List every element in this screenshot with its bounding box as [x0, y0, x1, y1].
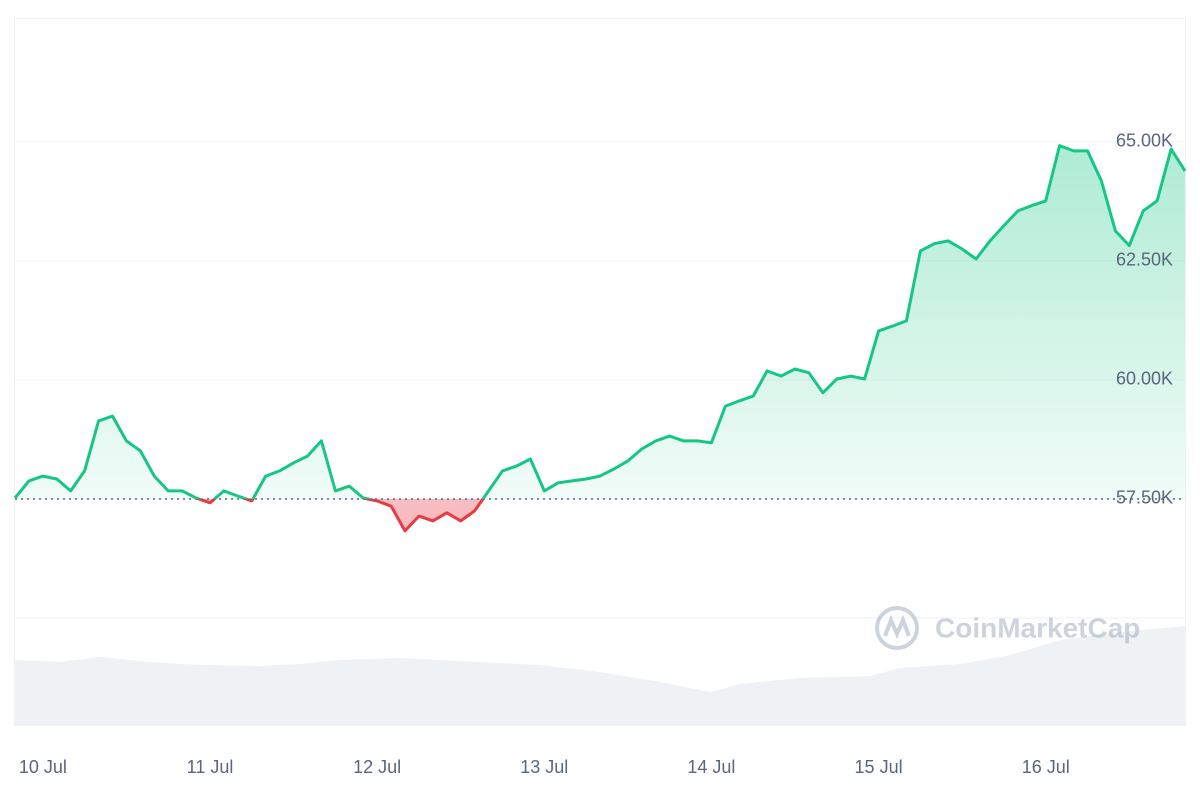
volume-area — [15, 626, 1185, 725]
x-tick-label: 12 Jul — [353, 757, 401, 777]
watermark-text: CoinMarketCap — [935, 612, 1140, 643]
watermark: CoinMarketCap — [875, 606, 1140, 650]
y-tick-label: 65.00K — [1116, 131, 1173, 151]
x-tick-label: 15 Jul — [855, 757, 903, 777]
price-line-down — [194, 498, 485, 533]
x-tick-label: 10 Jul — [19, 757, 67, 777]
price-line-up — [13, 144, 1187, 499]
area-up — [15, 145, 1185, 499]
y-tick-label: 62.50K — [1116, 250, 1173, 270]
x-tick-label: 16 Jul — [1022, 757, 1070, 777]
x-tick-label: 14 Jul — [687, 757, 735, 777]
y-tick-label: 57.50K — [1116, 488, 1173, 508]
plot-frame — [14, 18, 1186, 726]
y-tick-label: 60.00K — [1116, 369, 1173, 389]
x-tick-label: 13 Jul — [520, 757, 568, 777]
x-tick-label: 11 Jul — [187, 757, 234, 777]
